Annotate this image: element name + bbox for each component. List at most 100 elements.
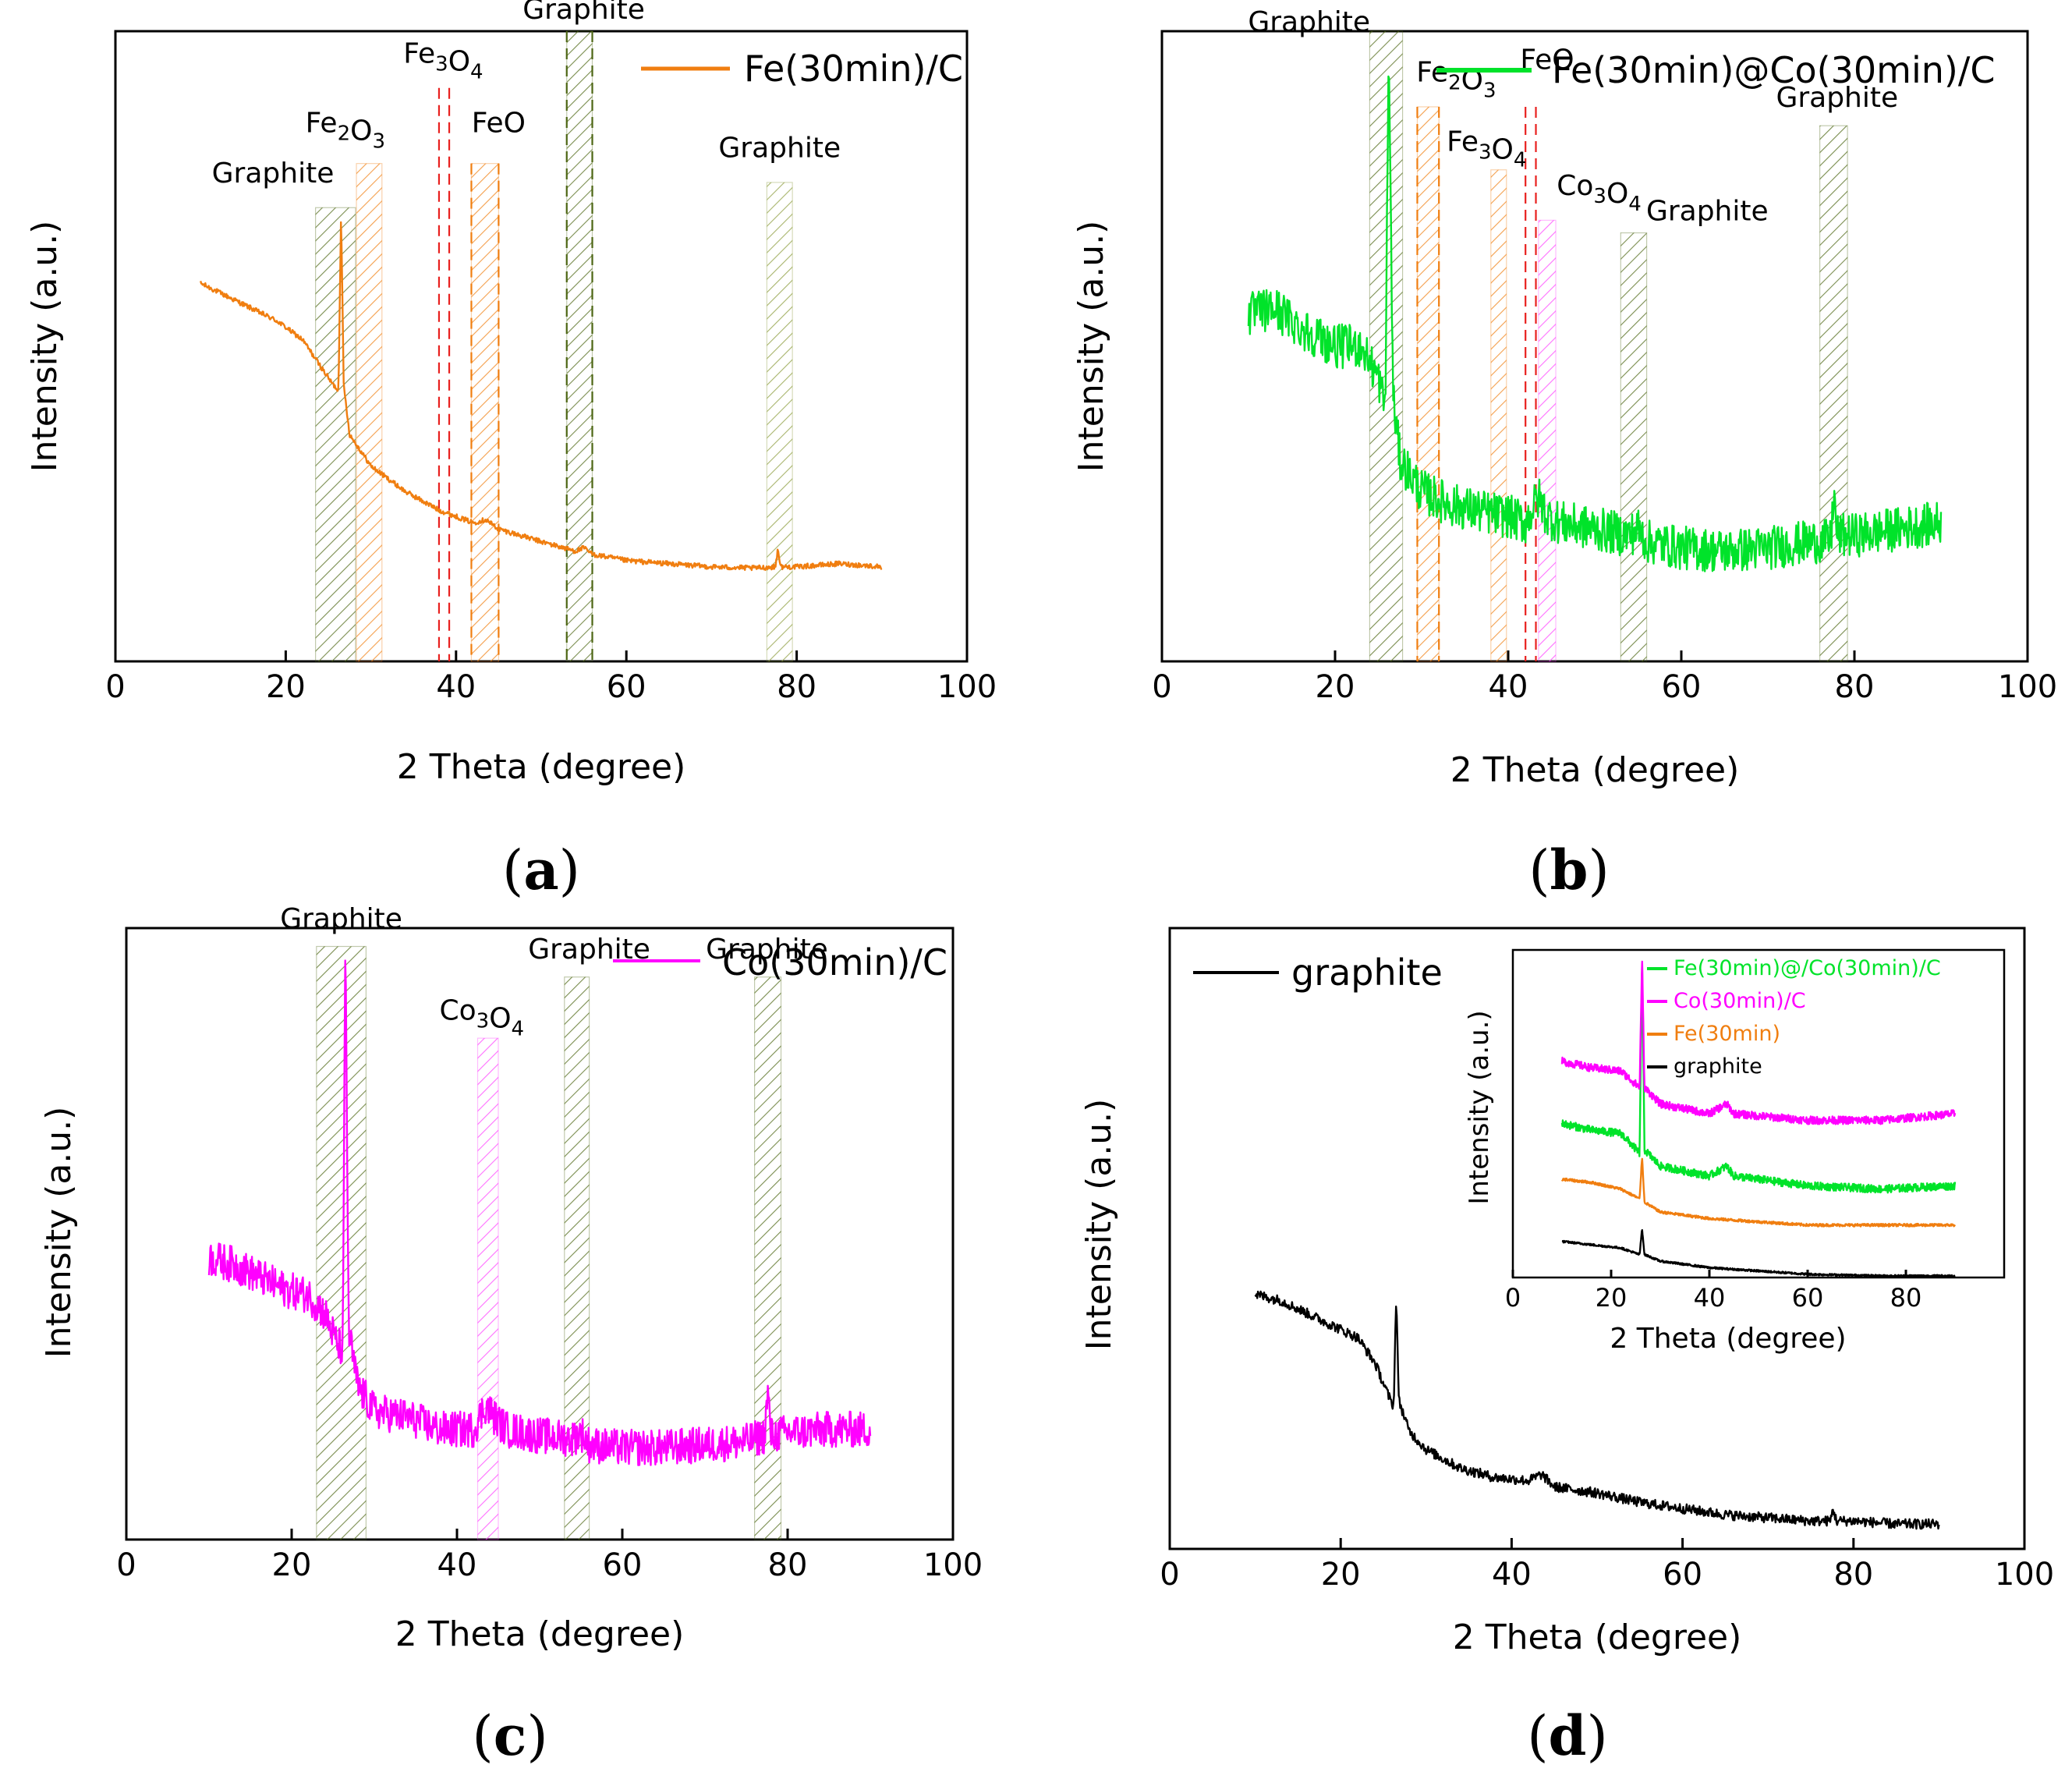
- panel-a-xtick-label-40: 40: [436, 669, 476, 705]
- panel-c-series-line-0: [207, 959, 872, 1466]
- panel-b-phase-label-3: Fe3O4: [1447, 126, 1526, 172]
- panel-b-legend: Fe(30min)@Co(30min)/C: [1436, 49, 1995, 91]
- panel-d-inset-series: [1560, 960, 1957, 1278]
- panel-d-xtick-label-60: 60: [1663, 1557, 1702, 1593]
- panel-a-phase-label-4: Graphite: [522, 0, 645, 26]
- panel-c-legend: Co(30min)/C: [613, 941, 947, 983]
- panel-a-phase-label-1: Fe2O3: [306, 107, 385, 153]
- panel-c-label-close: ): [526, 1704, 547, 1768]
- panel-d-legend-label: graphite: [1291, 951, 1443, 994]
- panel-d-inset-series-line-2: [1560, 1157, 1957, 1228]
- panel-a-label-close: ): [559, 838, 580, 902]
- panel-c-x-axis: 0 20 40 60 80 100: [116, 1529, 983, 1583]
- panel-c-phase-label-3: Graphite: [706, 934, 828, 966]
- panel-b-phase-label-4: Co3O4: [1557, 170, 1642, 216]
- panel-d-xtick-label-20: 20: [1321, 1557, 1361, 1593]
- panel-b-phase-band-6: [1819, 125, 1848, 662]
- panel-a-series: [200, 221, 883, 572]
- panel-b-plot-frame: [1160, 30, 2029, 663]
- panel-c-phase-label-0: Graphite: [280, 903, 402, 935]
- panel-c-phase-band-2: [564, 976, 590, 1540]
- panel-d-inset-legend-label-0: Fe(30min)@/Co(30min)/C: [1674, 956, 1941, 980]
- panel-d-series-line-0: [1254, 1290, 1940, 1530]
- panel-c-xtick-label-100: 100: [923, 1547, 983, 1583]
- panel-c-label-letter: c: [494, 1703, 527, 1768]
- panel-d-inset-frame: [1511, 948, 2006, 1279]
- panel-c-label-open: (: [472, 1704, 493, 1768]
- panel-a-phase-band-1: [356, 163, 383, 662]
- panel-d-chart: 0 20 40 60 80 100 2 Theta (degree) Intensity …: [1079, 927, 2054, 1768]
- panel-b-phase-label-1: Fe2O3: [1416, 57, 1496, 103]
- panel-c-xtick-label-80: 80: [768, 1547, 808, 1583]
- panel-a-phase-band-3: [470, 163, 499, 662]
- panel-d-plot-frame: [1168, 927, 2026, 1550]
- panel-d-inset-xtick-label-20: 20: [1596, 1283, 1627, 1313]
- panel-a-xlabel: 2 Theta (degree): [397, 747, 686, 787]
- panel-b-xlabel: 2 Theta (degree): [1450, 750, 1740, 790]
- panel-d-series: [1254, 1290, 1940, 1530]
- panel-d-inset-ylabel: Intensity (a.u.): [1464, 1010, 1495, 1204]
- panel-d-inset-legend-label-2: Fe(30min): [1674, 1022, 1780, 1046]
- panel-b-phase-label-6: Graphite: [1776, 82, 1898, 114]
- panel-b-phase-band-1: [1416, 106, 1440, 662]
- panel-a-xtick-label-60: 60: [607, 669, 646, 705]
- panel-c-xtick-label-20: 20: [272, 1547, 312, 1583]
- panel-c-plot-frame: [125, 927, 955, 1541]
- panel-b-xtick-label-100: 100: [1998, 669, 2057, 705]
- panel-a-phase-label-0: Graphite: [212, 158, 335, 190]
- panel-b-xtick-label-40: 40: [1489, 669, 1528, 705]
- panel-a-xtick-label-100: 100: [937, 669, 997, 705]
- panel-a-phase-label-5: Graphite: [718, 133, 841, 165]
- panel-d-xtick-label-80: 80: [1833, 1557, 1873, 1593]
- panel-c-phase-label-1: Co3O4: [439, 995, 524, 1041]
- panel-d-inset-xtick-label-80: 80: [1890, 1283, 1922, 1313]
- panel-d-inset-xlabel: 2 Theta (degree): [1610, 1323, 1846, 1355]
- panel-d-label-close: ): [1586, 1704, 1607, 1768]
- panel-a-phase-band-5: [766, 182, 793, 662]
- panel-d-xlabel: 2 Theta (degree): [1453, 1618, 1742, 1657]
- panel-d-inset-chart: 0 20 40 60 80 2 Theta (degree) Intensity (a.…: [1464, 948, 2006, 1355]
- panel-b-legend-label: Fe(30min)@Co(30min)/C: [1552, 49, 1995, 91]
- panel-d-legend: graphite: [1193, 951, 1443, 994]
- panel-a-plot-frame: [114, 30, 969, 663]
- panel-a-legend-label: Fe(30min)/C: [744, 48, 963, 90]
- panel-d-inset-xtick-label-40: 40: [1694, 1283, 1726, 1313]
- panel-a-x-axis: 0 20 40 60 80 100: [105, 650, 997, 705]
- panel-c-series: [207, 959, 872, 1466]
- panel-b-label-close: ): [1588, 838, 1609, 902]
- panel-d-inset-series-line-1: [1560, 960, 1957, 1125]
- panel-d-inset-series-line-3: [1561, 1228, 1956, 1278]
- panel-a-chart: Graphite Fe2O3 Fe3O4 FeO Graphite Graphite 0 2…: [25, 0, 997, 902]
- panel-b-xtick-label-80: 80: [1835, 669, 1875, 705]
- panel-c-xtick-label-60: 60: [603, 1547, 643, 1583]
- panel-c-legend-label: Co(30min)/C: [722, 941, 947, 983]
- panel-b-phase-label-0: Graphite: [1248, 6, 1370, 38]
- panel-c-phase-band-1: [476, 1037, 499, 1540]
- panel-b-xtick-label-20: 20: [1316, 669, 1355, 705]
- panel-d-xtick-label-100: 100: [1995, 1557, 2054, 1593]
- panel-c-xlabel: 2 Theta (degree): [395, 1614, 685, 1654]
- panel-a-label-open: (: [502, 838, 523, 902]
- panel-b-x-axis: 0 20 40 60 80 100: [1152, 650, 2057, 705]
- panel-a-phase-band-4: [566, 30, 593, 662]
- panel-d-inset-series-line-0: [1560, 963, 1957, 1194]
- panel-c-label: (c): [472, 1703, 547, 1768]
- panel-b-phase-band-5: [1620, 232, 1648, 662]
- panel-b-ylabel: Intensity (a.u.): [1071, 221, 1111, 473]
- panel-d-label-letter: d: [1549, 1703, 1587, 1768]
- panel-c-ylabel: Intensity (a.u.): [39, 1107, 79, 1359]
- panel-d-xtick-label-40: 40: [1492, 1557, 1532, 1593]
- panel-d-label-open: (: [1527, 1704, 1548, 1768]
- panel-d-inset-xtick-label-60: 60: [1792, 1283, 1824, 1313]
- panel-d-label: (d): [1527, 1703, 1608, 1768]
- panel-a-phase-label-3: FeO: [472, 107, 526, 139]
- panel-a-xtick-label-20: 20: [266, 669, 306, 705]
- panel-c-phase-band-0: [316, 945, 367, 1540]
- panel-a-ylabel: Intensity (a.u.): [25, 221, 65, 473]
- panel-d-x-axis: 0 20 40 60 80 100: [1160, 1538, 2054, 1593]
